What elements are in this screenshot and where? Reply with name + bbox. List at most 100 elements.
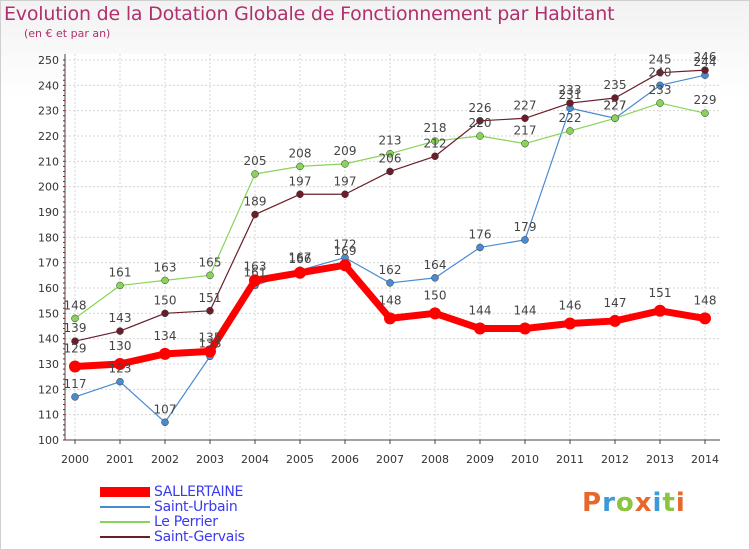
data-point <box>339 259 351 272</box>
y-tick-label: 170 <box>38 257 59 270</box>
y-tick-label: 240 <box>38 79 59 92</box>
data-point <box>656 68 664 77</box>
y-tick-label: 140 <box>38 333 59 346</box>
y-tick-label: 110 <box>38 409 59 422</box>
data-point <box>116 327 124 335</box>
data-point <box>431 152 439 161</box>
data-label: 147 <box>604 296 627 310</box>
data-label: 226 <box>469 101 492 115</box>
data-point <box>654 304 666 317</box>
x-tick-label: 2008 <box>421 453 449 466</box>
data-label: 189 <box>244 195 267 209</box>
data-label: 227 <box>604 98 627 112</box>
data-point <box>474 322 486 335</box>
data-label: 143 <box>109 311 132 325</box>
data-point <box>566 127 574 135</box>
data-label: 148 <box>64 298 87 312</box>
legend-label: Saint-Urbain <box>154 499 238 515</box>
data-label: 151 <box>199 291 222 305</box>
data-label: 209 <box>334 144 357 158</box>
data-point <box>251 170 259 178</box>
data-label: 129 <box>64 342 87 356</box>
data-label: 107 <box>154 402 177 416</box>
data-label: 233 <box>649 83 672 97</box>
x-tick-label: 2003 <box>196 453 224 466</box>
x-tick-label: 2002 <box>151 453 179 466</box>
data-label: 130 <box>109 339 132 353</box>
data-label: 146 <box>559 298 582 312</box>
data-point <box>476 243 484 252</box>
data-label: 123 <box>109 362 132 376</box>
data-label: 229 <box>694 93 717 107</box>
legend-swatch <box>100 506 150 508</box>
data-label: 205 <box>244 154 267 168</box>
data-point <box>116 281 124 290</box>
data-point <box>69 360 81 373</box>
data-point <box>71 337 79 345</box>
data-label: 245 <box>649 53 672 67</box>
data-label: 227 <box>514 98 537 112</box>
data-label: 206 <box>379 151 402 165</box>
data-label: 165 <box>199 255 222 269</box>
data-point <box>609 314 621 327</box>
data-point <box>476 132 484 140</box>
data-label: 144 <box>514 304 537 318</box>
x-tick-label: 2009 <box>466 453 494 466</box>
data-label: 227 <box>604 98 627 112</box>
plot-area <box>65 54 720 440</box>
data-label: 212 <box>424 136 447 150</box>
y-tick-label: 100 <box>38 434 59 447</box>
data-label: 148 <box>379 293 402 307</box>
x-tick-label: 2010 <box>511 453 539 466</box>
data-point <box>476 117 484 125</box>
data-point <box>519 322 531 335</box>
x-tick-label: 2012 <box>601 453 629 466</box>
data-point <box>294 266 306 279</box>
x-tick-label: 2013 <box>646 453 674 466</box>
data-point <box>564 317 576 330</box>
data-label: 135 <box>199 330 222 344</box>
data-label: 244 <box>694 55 717 69</box>
data-label: 148 <box>694 293 717 307</box>
logo-letter: r <box>602 488 616 518</box>
data-point <box>521 114 529 123</box>
data-point <box>206 307 214 315</box>
logo-letter: i <box>675 488 686 518</box>
x-tick-label: 2001 <box>106 453 134 466</box>
y-tick-label: 160 <box>38 282 59 295</box>
data-label: 176 <box>469 227 492 241</box>
data-point <box>701 66 709 74</box>
data-point <box>161 418 169 427</box>
y-tick-label: 200 <box>38 181 59 194</box>
data-point <box>341 160 349 168</box>
logo-letter: o <box>615 488 635 518</box>
data-label: 197 <box>334 174 357 188</box>
data-point <box>701 109 709 117</box>
chart-subtitle: (en € et par an) <box>24 27 111 40</box>
data-label: 163 <box>154 260 177 274</box>
x-tick-label: 2014 <box>691 453 719 466</box>
data-label: 150 <box>154 293 177 307</box>
data-label: 240 <box>649 65 672 79</box>
y-tick-label: 150 <box>38 307 59 320</box>
data-label: 164 <box>424 258 447 272</box>
legend-swatch <box>100 487 150 497</box>
data-label: 220 <box>469 116 492 130</box>
x-tick-label: 2007 <box>376 453 404 466</box>
data-label: 233 <box>559 83 582 97</box>
proxiti-logo: Proxiti <box>582 488 686 518</box>
logo-letter: x <box>634 488 653 518</box>
data-point <box>521 236 529 244</box>
logo-letter: i <box>652 488 663 518</box>
data-point <box>656 99 664 107</box>
data-label: 218 <box>424 121 447 135</box>
data-label: 213 <box>379 134 402 148</box>
data-point <box>116 377 124 386</box>
chart-title: Evolution de la Dotation Globale de Fonc… <box>4 3 615 25</box>
legend-swatch <box>100 536 150 538</box>
data-label: 163 <box>244 259 267 273</box>
data-point <box>566 99 574 107</box>
data-point <box>159 347 171 360</box>
data-label: 169 <box>334 244 357 258</box>
